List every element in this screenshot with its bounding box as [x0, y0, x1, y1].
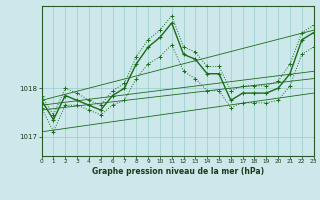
X-axis label: Graphe pression niveau de la mer (hPa): Graphe pression niveau de la mer (hPa) — [92, 167, 264, 176]
